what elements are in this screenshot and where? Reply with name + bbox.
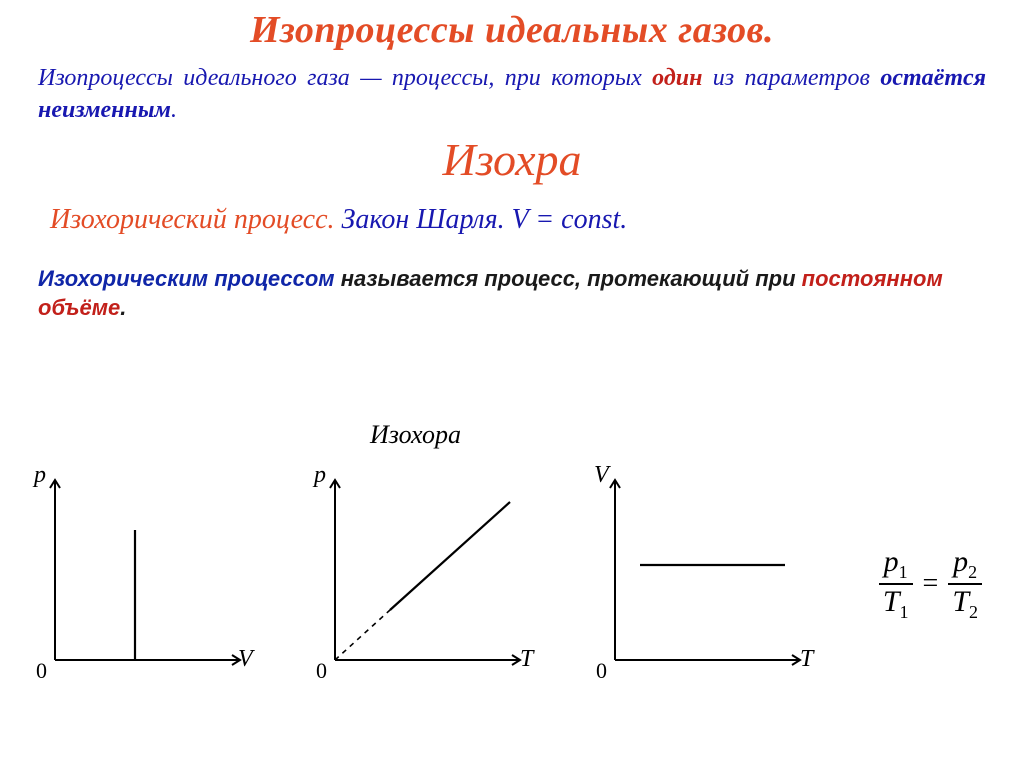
def-a: Изохорическим процессом (38, 266, 335, 291)
f-p2-s: 2 (968, 562, 977, 582)
f-p2-p: p (953, 545, 968, 578)
f-t1-t: T (883, 585, 900, 618)
intro-pre: Изопроцессы идеального газа — процессы, … (38, 65, 652, 91)
definition: Изохорическим процессом называется проце… (0, 236, 1024, 323)
frac-right: p2 T2 (948, 545, 982, 623)
law-name: Изохорический процесс. (50, 204, 335, 235)
law-author: Закон Шарля. (335, 204, 512, 235)
f-t2-s: 2 (969, 602, 978, 622)
def-b: называется процесс, протекающий при (335, 266, 802, 291)
c1-y-label: p (34, 462, 46, 489)
c3-x-label: T (800, 646, 813, 673)
law-eq: V = const. (512, 204, 628, 235)
f-t1-s: 1 (900, 602, 909, 622)
formula: p1 T1 = p2 T2 (879, 545, 982, 623)
c3-origin: 0 (596, 658, 607, 684)
def-d: . (120, 295, 126, 320)
c2-origin: 0 (316, 658, 327, 684)
c1-x-label: V (238, 646, 253, 673)
f-p1-s: 1 (899, 562, 908, 582)
c1-origin: 0 (36, 658, 47, 684)
intro-text: Изопроцессы идеального газа — процессы, … (0, 52, 1024, 127)
charts-group-label: Изохора (370, 420, 461, 450)
intro-tail: . (171, 97, 177, 123)
frac-left: p1 T1 (879, 545, 913, 623)
chart-p-t (300, 460, 550, 690)
f-eq: = (923, 568, 939, 600)
page-title: Изопроцессы идеальных газов. (0, 0, 1024, 52)
intro-key: один (652, 65, 702, 91)
f-t2-t: T (952, 585, 969, 618)
law-line: Изохорический процесс. Закон Шарля. V = … (0, 186, 1024, 236)
subtitle: Изохра (0, 133, 1024, 186)
intro-mid: из параметров (702, 65, 880, 91)
c2-x-label: T (520, 646, 533, 673)
chart-p-v (20, 460, 270, 690)
c3-y-label: V (594, 462, 609, 489)
chart-v-t (580, 460, 830, 690)
c2-y-label: p (314, 462, 326, 489)
f-p1-p: p (884, 545, 899, 578)
